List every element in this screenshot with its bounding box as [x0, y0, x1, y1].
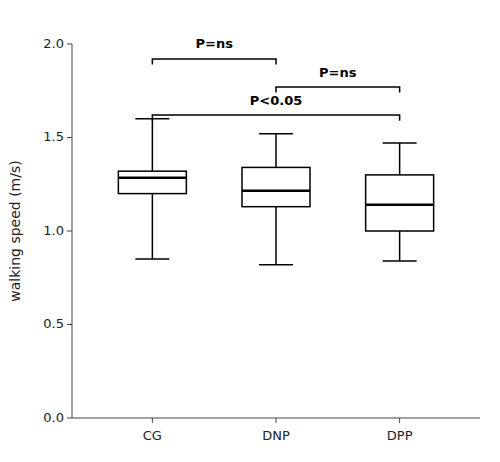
chart-container: 0.0 0.5 1.0 1.5 2.0 walking speed (m/s) CG DNP D…	[0, 0, 500, 462]
y-tick	[67, 137, 72, 138]
y-tick-label: 1.0	[43, 223, 64, 238]
median	[366, 204, 434, 207]
x-tick	[276, 418, 277, 423]
significance-label: P=ns	[195, 36, 233, 51]
whisker-low	[152, 194, 154, 259]
x-tick-label: DPP	[387, 428, 413, 443]
cap-low	[383, 260, 417, 262]
whisker-high	[399, 143, 401, 175]
y-tick	[67, 231, 72, 232]
box	[366, 175, 434, 231]
cap-low	[135, 258, 169, 260]
y-tick-label: 2.0	[43, 36, 64, 51]
significance-bracket	[152, 115, 399, 121]
significance-label: P<0.05	[250, 93, 303, 108]
y-tick	[67, 44, 72, 45]
whisker-low	[275, 207, 277, 265]
whisker-low	[399, 231, 401, 261]
significance-label: P=ns	[319, 65, 357, 80]
x-tick	[399, 418, 400, 423]
y-tick	[67, 418, 72, 419]
chart-svg: 0.0 0.5 1.0 1.5 2.0 walking speed (m/s) CG DNP D…	[0, 0, 500, 462]
box	[242, 167, 310, 206]
median	[242, 190, 310, 193]
y-axis-label: walking speed (m/s)	[7, 160, 23, 301]
boxes	[118, 119, 433, 265]
y-tick-label: 0.0	[43, 410, 64, 425]
x-tick-label: CG	[143, 428, 162, 443]
y-tick-label: 0.5	[43, 316, 64, 331]
cap-high	[383, 142, 417, 144]
whisker-high	[275, 134, 277, 168]
median	[118, 176, 186, 179]
whisker-high	[152, 119, 154, 171]
cap-high	[259, 133, 293, 135]
x-tick	[152, 418, 153, 423]
y-tick	[67, 324, 72, 325]
cap-low	[259, 264, 293, 266]
y-tick-label: 1.5	[43, 129, 64, 144]
box	[118, 171, 186, 193]
x-tick-label: DNP	[262, 428, 290, 443]
significance-bracket	[152, 59, 276, 65]
